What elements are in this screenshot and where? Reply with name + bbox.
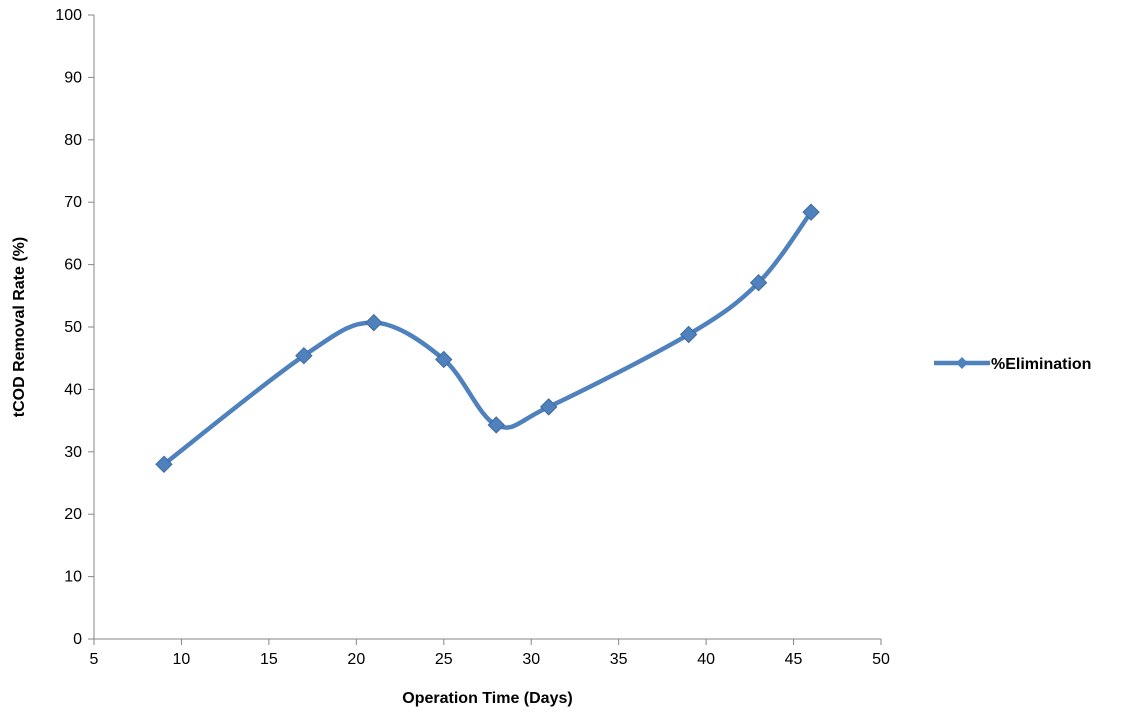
x-axis-ticks: 5 10 15 20 25 30 35 40 45 50 [90,639,890,668]
y-tick-label: 90 [64,69,82,86]
data-point [487,416,505,434]
y-tick-label: 30 [64,444,82,461]
data-point [365,313,383,332]
series-layer [155,203,820,473]
y-tick-label: 100 [55,7,82,24]
y-tick-label: 50 [64,319,82,336]
series-line [161,209,814,467]
data-point [540,398,558,416]
x-tick-label: 25 [435,651,453,668]
x-tick-label: 10 [173,651,191,668]
y-tick-label: 70 [64,194,82,211]
data-point [155,455,173,473]
x-tick-label: 45 [785,651,803,668]
y-tick-label: 0 [73,631,82,648]
x-tick-label: 50 [872,651,890,668]
data-point [295,346,313,365]
x-tick-label: 40 [697,651,715,668]
y-tick-label: 10 [64,569,82,586]
y-axis-ticks: 0 10 20 30 40 50 60 70 80 90 100 [55,7,94,648]
data-point [802,203,820,221]
x-tick-label: 20 [347,651,365,668]
data-point [679,325,698,344]
legend-label: %Elimination [991,356,1091,373]
x-axis-title: Operation Time (Days) [402,690,572,707]
legend-marker [956,357,968,369]
y-tick-label: 40 [64,381,82,398]
data-point [749,273,768,292]
x-tick-label: 5 [90,651,99,668]
x-tick-label: 30 [522,651,540,668]
data-point [435,350,453,369]
y-tick-label: 80 [64,132,82,149]
legend: %Elimination [934,356,1091,373]
x-tick-label: 35 [610,651,628,668]
x-tick-label: 15 [260,651,278,668]
y-tick-label: 20 [64,506,82,523]
axes [93,15,881,640]
y-axis-title: tCOD Removal Rate (%) [11,237,28,417]
y-tick-label: 60 [64,257,82,274]
